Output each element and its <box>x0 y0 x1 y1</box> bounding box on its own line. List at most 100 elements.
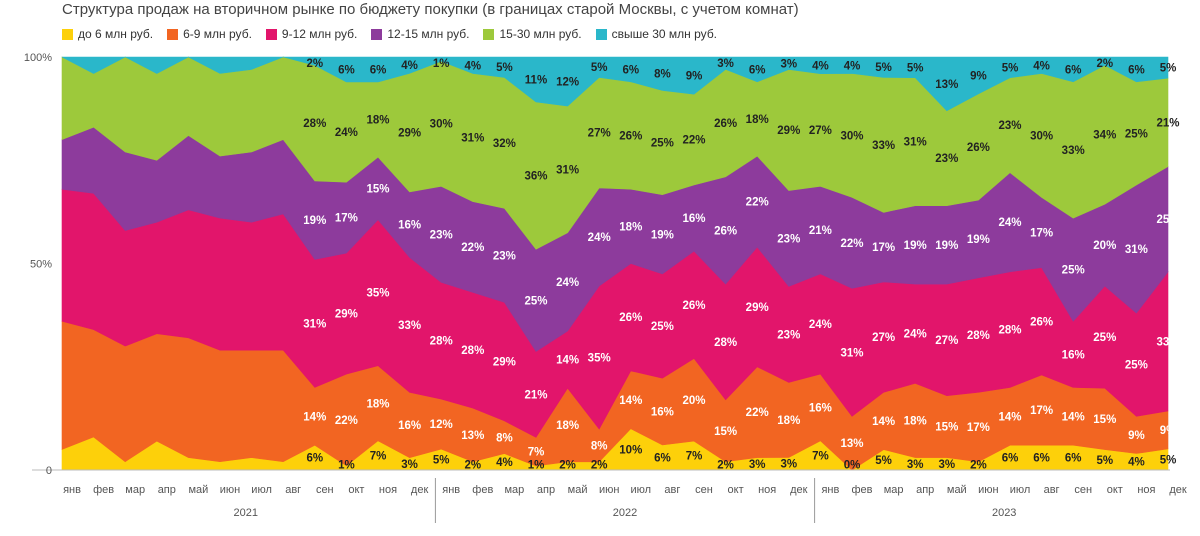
x-tick-month-35: дек <box>1169 484 1187 496</box>
data-label-s5-m13: 4% <box>464 60 481 72</box>
data-label-s1-m34: 9% <box>1128 430 1145 442</box>
data-label-s0-m22: 3% <box>749 459 766 471</box>
x-tick-month-2: мар <box>125 484 145 496</box>
legend-label-6-9: 6-9 млн руб. <box>183 27 252 41</box>
x-tick-month-25: фев <box>851 484 872 496</box>
legend-swatch-9-12 <box>265 28 277 40</box>
legend-label-12-15: 12-15 млн руб. <box>387 27 470 41</box>
data-label-s2-m35: 33% <box>1156 337 1179 349</box>
x-tick-month-0: янв <box>63 484 81 496</box>
area-layers <box>61 56 1169 471</box>
data-label-s0-m14: 4% <box>496 457 513 469</box>
data-label-s2-m15: 21% <box>524 389 547 401</box>
data-label-s3-m10: 15% <box>366 183 389 195</box>
x-tick-month-18: июл <box>631 484 652 496</box>
data-label-s5-m28: 13% <box>935 79 958 91</box>
data-label-s3-m9: 17% <box>335 213 358 225</box>
x-tick-month-15: апр <box>537 484 555 496</box>
data-labels: 6%1%7%3% 5% 2% 4% 1% 2% 2%10%6% 7%2% 3% 3%7%0% 5% 3… <box>303 58 1179 472</box>
data-label-s4-m21: 26% <box>714 118 737 130</box>
data-label-s0-m20: 7% <box>686 451 703 463</box>
data-label-s4-m9: 24% <box>335 127 358 139</box>
data-label-s2-m19: 25% <box>651 321 674 333</box>
legend-label-9-12: 9-12 млн руб. <box>281 27 358 41</box>
data-label-s3-m8: 19% <box>303 215 326 227</box>
data-label-s4-m28: 23% <box>935 153 958 165</box>
x-tick-month-11: дек <box>411 484 429 496</box>
data-label-s5-m33: 2% <box>1096 58 1113 70</box>
data-label-s1-m12: 12% <box>430 419 453 431</box>
legend-swatch-under-6 <box>62 28 73 40</box>
data-label-s5-m17: 5% <box>591 62 608 74</box>
data-label-s1-m15: 7% <box>528 447 545 459</box>
x-tick-month-33: окт <box>1107 484 1123 496</box>
data-label-s2-m20: 26% <box>682 300 705 312</box>
data-label-s0-m8: 6% <box>306 453 323 465</box>
data-label-s4-m11: 29% <box>398 128 421 140</box>
data-label-s1-m21: 15% <box>714 426 737 438</box>
data-label-s1-m27: 18% <box>904 415 927 427</box>
year-label-2022: 2022 <box>613 507 637 519</box>
data-label-s4-m12: 30% <box>430 119 453 131</box>
data-label-s5-m24: 4% <box>812 60 829 72</box>
data-label-s0-m23: 3% <box>780 459 797 471</box>
data-label-s0-m19: 6% <box>654 453 671 465</box>
legend-item-9-12: 9-12 млн руб. <box>265 27 358 41</box>
data-label-s1-m30: 14% <box>998 411 1021 423</box>
data-label-s3-m19: 19% <box>651 229 674 241</box>
data-label-s5-m18: 6% <box>622 64 639 76</box>
data-label-s2-m26: 27% <box>872 332 895 344</box>
data-label-s4-m30: 23% <box>998 120 1021 132</box>
data-label-s1-m17: 8% <box>591 441 608 453</box>
data-label-s5-m22: 6% <box>749 64 766 76</box>
data-label-s5-m25: 4% <box>844 60 861 72</box>
data-label-s5-m9: 6% <box>338 65 355 77</box>
data-label-s3-m33: 20% <box>1093 240 1116 252</box>
legend-swatch-12-15 <box>371 28 383 40</box>
data-label-s4-m20: 22% <box>682 135 705 147</box>
data-label-s3-m24: 21% <box>809 225 832 237</box>
x-tick-month-16: май <box>568 484 588 496</box>
x-tick-month-26: мар <box>884 484 904 496</box>
x-tick-month-3: апр <box>158 484 176 496</box>
legend-label-15-30: 15-30 млн руб. <box>499 27 582 41</box>
x-tick-month-13: фев <box>472 484 493 496</box>
year-label-2021: 2021 <box>234 507 258 519</box>
data-label-s2-m18: 26% <box>619 312 642 324</box>
x-tick-month-19: авг <box>664 484 680 496</box>
data-label-s5-m35: 5% <box>1160 63 1177 75</box>
data-label-s3-m26: 17% <box>872 242 895 254</box>
data-label-s2-m14: 29% <box>493 357 516 369</box>
chart-title: Структура продаж на вторичном рынке по б… <box>62 1 799 18</box>
data-label-s2-m31: 26% <box>1030 316 1053 328</box>
data-label-s5-m26: 5% <box>875 62 892 74</box>
data-label-s5-m27: 5% <box>907 62 924 74</box>
legend-swatch-over-30 <box>595 28 607 40</box>
x-tick-month-23: дек <box>790 484 808 496</box>
data-label-s2-m22: 29% <box>746 302 769 314</box>
data-label-s5-m8: 2% <box>306 58 323 70</box>
data-label-s2-m24: 24% <box>809 319 832 331</box>
data-label-s2-m13: 28% <box>461 345 484 357</box>
data-label-s0-m30: 6% <box>1002 453 1019 465</box>
data-label-s0-m34: 4% <box>1128 457 1145 469</box>
axes: 050%100%янв фев мар апр май июн июл авг сен окт но… <box>24 52 1187 523</box>
data-label-s4-m15: 36% <box>524 171 547 183</box>
data-label-s2-m10: 35% <box>366 288 389 300</box>
x-tick-month-29: июн <box>978 484 998 496</box>
data-label-s3-m20: 16% <box>682 213 705 225</box>
data-label-s4-m22: 18% <box>746 114 769 126</box>
data-label-s5-m20: 9% <box>686 71 703 83</box>
data-label-s0-m32: 6% <box>1065 453 1082 465</box>
data-label-s5-m15: 11% <box>525 75 547 87</box>
data-label-s1-m32: 14% <box>1062 411 1085 423</box>
data-label-s4-m8: 28% <box>303 118 326 130</box>
data-label-s5-m31: 4% <box>1033 60 1050 72</box>
data-label-s3-m16: 24% <box>556 277 579 289</box>
x-tick-month-14: мар <box>504 484 524 496</box>
y-tick-label-2: 100% <box>24 52 52 64</box>
data-label-s5-m30: 5% <box>1002 62 1019 74</box>
data-label-s2-m27: 24% <box>904 329 927 341</box>
data-label-s1-m24: 16% <box>809 402 832 414</box>
data-label-s2-m29: 28% <box>967 330 990 342</box>
